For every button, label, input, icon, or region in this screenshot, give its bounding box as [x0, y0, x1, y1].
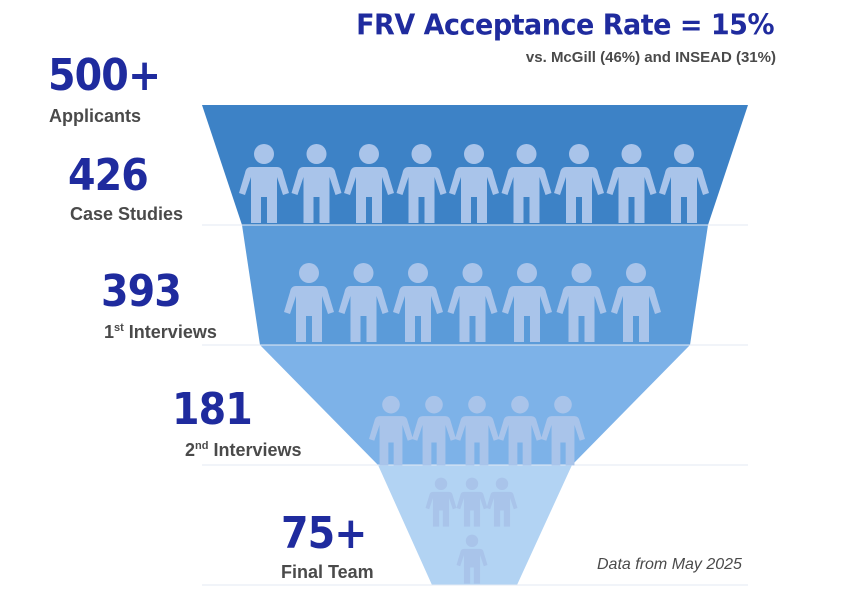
stage-final-team-value: 75+ [281, 508, 367, 559]
person-icon [369, 395, 413, 466]
stage-second-interviews-value: 181 [172, 384, 253, 435]
person-icon [456, 534, 488, 584]
stage-case-studies-value: 426 [68, 150, 149, 201]
data-source-note: Data from May 2025 [597, 556, 742, 573]
person-icon [338, 263, 389, 342]
stage-case-studies-label: Case Studies [70, 204, 184, 224]
person-icon [449, 144, 499, 223]
person-icon [291, 144, 342, 223]
stage-applicants-value: 500+ [48, 50, 161, 101]
person-icon [393, 263, 443, 342]
stage-second-interviews-label: 2nd Interviews [185, 440, 302, 460]
stage-applicants-label: Applicants [49, 106, 142, 126]
person-icon [239, 144, 289, 223]
person-icon [501, 144, 552, 223]
chart-title: FRV Acceptance Rate = 15% [356, 9, 774, 42]
person-icon [502, 263, 552, 342]
person-icon [541, 395, 585, 466]
person-icon [412, 395, 456, 466]
person-icon [486, 477, 518, 527]
person-icon [455, 395, 499, 466]
person-icon [556, 263, 607, 342]
person-icon [447, 263, 498, 342]
person-icon [659, 144, 709, 223]
person-icon [284, 263, 334, 342]
stage-first-interviews-label: 1st Interviews [104, 322, 217, 342]
person-icon [456, 477, 488, 527]
person-icon [425, 477, 457, 527]
person-icon [498, 395, 542, 466]
stage-first-interviews-value: 393 [101, 266, 182, 317]
stage-final-team-label: Final Team [281, 562, 374, 582]
person-icon [606, 144, 657, 223]
person-icon [344, 144, 394, 223]
funnel-band-first-interviews [242, 225, 708, 345]
person-icon [611, 263, 661, 342]
chart-subtitle: vs. McGill (46%) and INSEAD (31%) [525, 49, 776, 66]
funnel-band-case-studies [202, 105, 748, 225]
person-icon [396, 144, 447, 223]
person-icon [554, 144, 604, 223]
